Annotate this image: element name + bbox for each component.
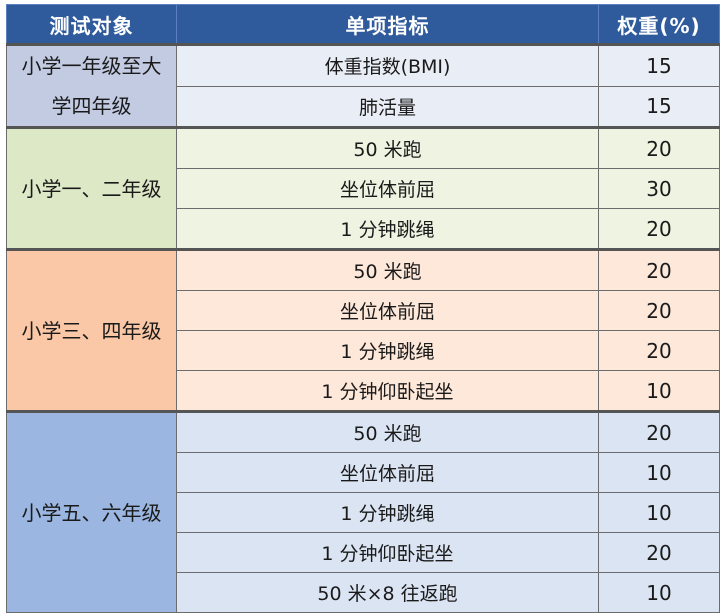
weight-cell: 10 <box>598 370 720 412</box>
group-cell-grade-5-6: 小学五、六年级 <box>6 410 177 613</box>
indicator-cell: 1 分钟跳绳 <box>176 330 599 371</box>
indicator-cell: 坐位体前屈 <box>176 168 599 209</box>
indicator-cell: 坐位体前屈 <box>176 452 599 493</box>
indicator-cell: 1 分钟仰卧起坐 <box>176 532 599 573</box>
table-row: 坐位体前屈 10 <box>7 452 720 493</box>
indicator-cell: 1 分钟仰卧起坐 <box>176 370 599 412</box>
group-label: 小学三、四年级 <box>21 318 162 343</box>
weight-cell: 20 <box>598 126 720 169</box>
indicator-cell: 肺活量 <box>176 85 599 128</box>
weight-cell: 10 <box>598 572 720 613</box>
weight-cell: 15 <box>598 43 720 87</box>
header-test-target: 测试对象 <box>6 4 177 45</box>
table-row: 1 分钟跳绳 10 <box>7 492 720 533</box>
table-row: 1 分钟仰卧起坐 10 <box>7 370 720 412</box>
table-row: 小学五、六年级 50 米跑 20 <box>6 410 720 613</box>
group-label: 小学五、六年级 <box>21 500 162 525</box>
table-row: 坐位体前屈 30 <box>7 168 720 209</box>
indicator-cell: 1 分钟跳绳 <box>176 208 599 250</box>
weight-cell: 10 <box>598 452 720 493</box>
group-label: 小学一年级至大学四年级 <box>21 54 162 118</box>
indicator-cell: 1 分钟跳绳 <box>176 492 599 533</box>
indicator-cell: 体重指数(BMI) <box>176 43 599 87</box>
weight-cell: 20 <box>598 208 720 250</box>
table-row: 1 分钟仰卧起坐 20 <box>7 532 720 573</box>
group-cell-college: 小学一年级至大学四年级 <box>6 43 177 128</box>
weight-cell: 20 <box>598 290 720 331</box>
weight-cell: 20 <box>598 248 720 291</box>
table-row: 肺活量 15 <box>7 85 720 128</box>
header-indicator: 单项指标 <box>176 4 599 45</box>
group-cell-grade-3-4: 小学三、四年级 <box>6 248 177 412</box>
table-row: 小学一、二年级 50 米跑 20 <box>6 126 720 250</box>
table-row: 1 分钟跳绳 20 <box>7 330 720 371</box>
table-row: 1 分钟跳绳 20 <box>7 208 720 250</box>
group-label: 小学一、二年级 <box>21 176 162 201</box>
weights-table: 测试对象 单项指标 权重(%) 小学一年级至大学四年级 体重指数(BMI) 15… <box>6 4 720 613</box>
weight-cell: 10 <box>598 492 720 533</box>
weight-cell: 20 <box>598 532 720 573</box>
indicator-cell: 50 米跑 <box>176 126 599 169</box>
table-row: 坐位体前屈 20 <box>7 290 720 331</box>
indicator-cell: 坐位体前屈 <box>176 290 599 331</box>
header-weight: 权重(%) <box>598 4 720 45</box>
table-row: 50 米×8 往返跑 10 <box>7 572 720 613</box>
weight-cell: 20 <box>598 410 720 453</box>
indicator-cell: 50 米×8 往返跑 <box>176 572 599 613</box>
header-row: 测试对象 单项指标 权重(%) <box>6 4 720 45</box>
indicator-cell: 50 米跑 <box>176 410 599 453</box>
weight-cell: 30 <box>598 168 720 209</box>
group-cell-grade-1-2: 小学一、二年级 <box>6 126 177 250</box>
table-row: 小学三、四年级 50 米跑 20 <box>6 248 720 412</box>
table-row: 小学一年级至大学四年级 体重指数(BMI) 15 <box>6 43 720 128</box>
weight-cell: 15 <box>598 85 720 128</box>
weight-cell: 20 <box>598 330 720 371</box>
indicator-cell: 50 米跑 <box>176 248 599 291</box>
